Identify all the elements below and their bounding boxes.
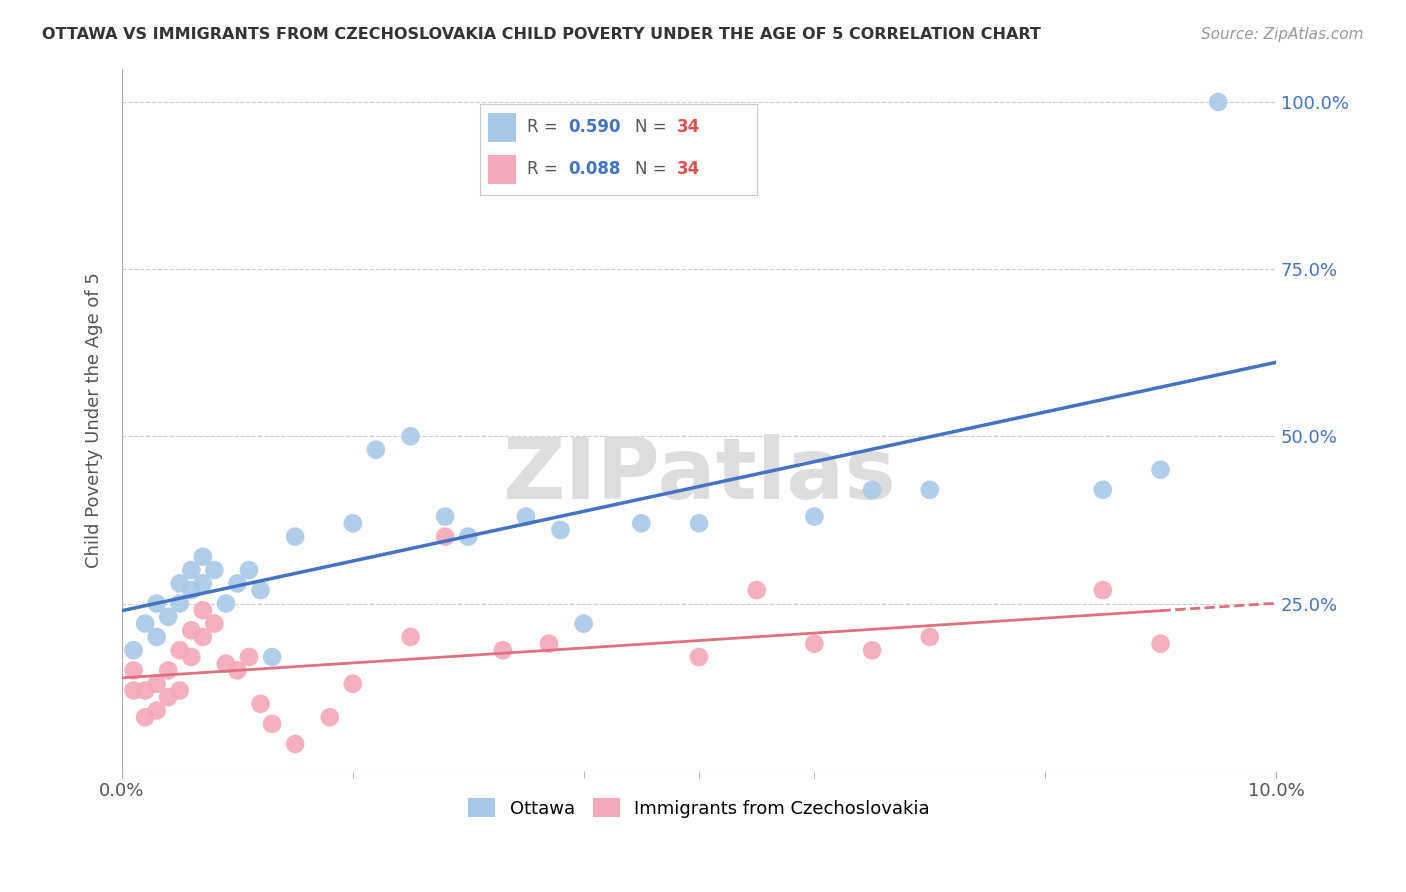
Point xyxy=(238,563,260,577)
Point xyxy=(688,650,710,665)
Point xyxy=(249,583,271,598)
Point xyxy=(492,643,515,657)
Point xyxy=(169,597,191,611)
Point xyxy=(745,583,768,598)
Point xyxy=(688,516,710,531)
Point xyxy=(1149,637,1171,651)
Point xyxy=(157,610,180,624)
Point xyxy=(145,677,167,691)
Point xyxy=(145,630,167,644)
Point xyxy=(215,657,238,671)
Point xyxy=(918,483,941,497)
Point xyxy=(260,650,283,665)
Point xyxy=(226,664,249,678)
Point xyxy=(515,509,537,524)
Point xyxy=(860,643,883,657)
Point xyxy=(342,677,364,691)
Point xyxy=(169,576,191,591)
Point xyxy=(145,597,167,611)
Point xyxy=(157,690,180,705)
Point xyxy=(803,637,825,651)
Point xyxy=(342,516,364,531)
Point xyxy=(180,583,202,598)
Y-axis label: Child Poverty Under the Age of 5: Child Poverty Under the Age of 5 xyxy=(86,272,103,567)
Point xyxy=(434,509,457,524)
Point xyxy=(803,509,825,524)
Point xyxy=(191,603,214,617)
Point xyxy=(191,576,214,591)
Point xyxy=(134,616,156,631)
Point xyxy=(157,664,180,678)
Point xyxy=(860,483,883,497)
Point xyxy=(434,530,457,544)
Point xyxy=(191,630,214,644)
Point xyxy=(364,442,387,457)
Point xyxy=(249,697,271,711)
Point xyxy=(537,637,560,651)
Point xyxy=(284,530,307,544)
Point xyxy=(169,643,191,657)
Point xyxy=(399,630,422,644)
Point xyxy=(457,530,479,544)
Point xyxy=(238,650,260,665)
Point xyxy=(145,704,167,718)
Point xyxy=(202,563,225,577)
Point xyxy=(180,650,202,665)
Point xyxy=(134,710,156,724)
Point xyxy=(319,710,342,724)
Point xyxy=(260,717,283,731)
Point xyxy=(572,616,595,631)
Point xyxy=(202,616,225,631)
Point xyxy=(169,683,191,698)
Point xyxy=(918,630,941,644)
Text: ZIPatlas: ZIPatlas xyxy=(502,434,896,517)
Point xyxy=(1206,95,1229,109)
Point xyxy=(122,683,145,698)
Point xyxy=(191,549,214,564)
Point xyxy=(1091,583,1114,598)
Point xyxy=(284,737,307,751)
Text: Source: ZipAtlas.com: Source: ZipAtlas.com xyxy=(1201,27,1364,42)
Point xyxy=(180,624,202,638)
Point xyxy=(630,516,652,531)
Point xyxy=(226,576,249,591)
Point xyxy=(122,643,145,657)
Point xyxy=(122,664,145,678)
Point xyxy=(1091,483,1114,497)
Point xyxy=(1149,463,1171,477)
Point xyxy=(180,563,202,577)
Point xyxy=(550,523,572,537)
Text: OTTAWA VS IMMIGRANTS FROM CZECHOSLOVAKIA CHILD POVERTY UNDER THE AGE OF 5 CORREL: OTTAWA VS IMMIGRANTS FROM CZECHOSLOVAKIA… xyxy=(42,27,1040,42)
Point xyxy=(215,597,238,611)
Legend: Ottawa, Immigrants from Czechoslovakia: Ottawa, Immigrants from Czechoslovakia xyxy=(461,791,938,825)
Point xyxy=(399,429,422,443)
Point xyxy=(134,683,156,698)
